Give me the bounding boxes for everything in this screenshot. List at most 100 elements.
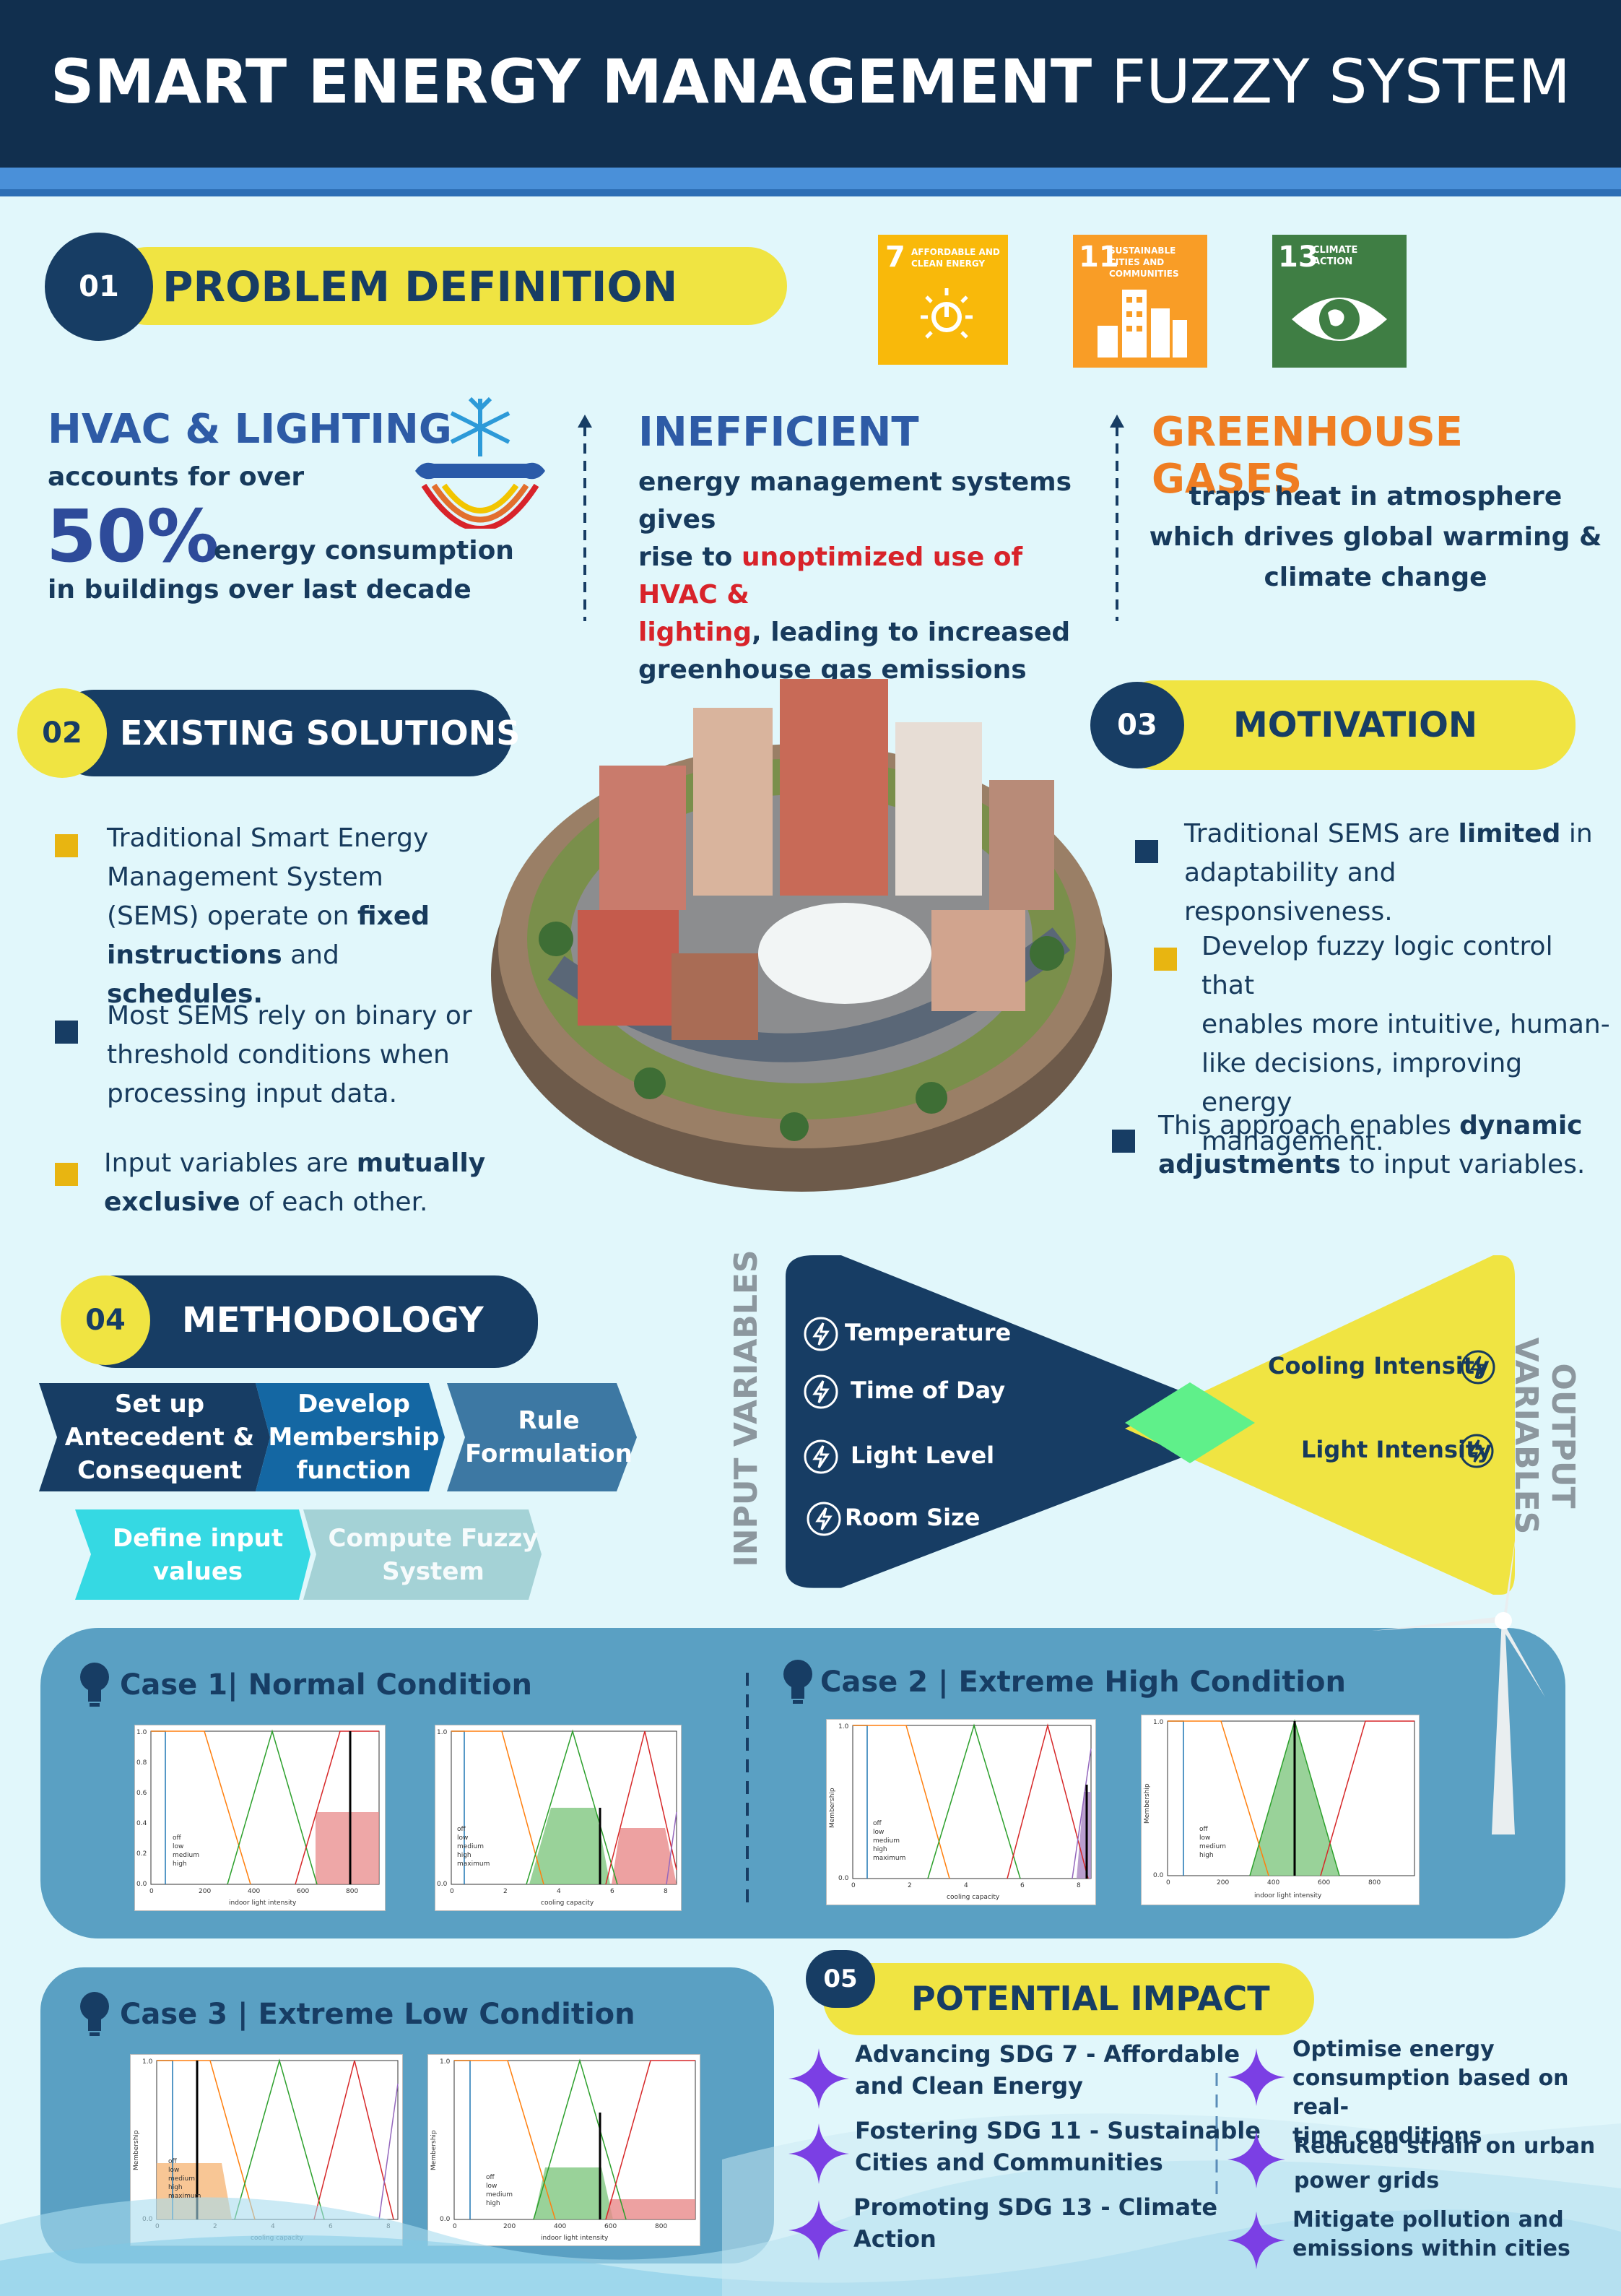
existing-text-3: Input variables are mutually exclusive o… [104, 1144, 508, 1222]
tick-x: 2 [503, 1888, 508, 1895]
impact-title: POTENTIAL IMPACT [911, 1979, 1270, 2018]
impact-right-1-l2: consumption based on real- [1292, 2066, 1569, 2120]
page-title-bold: SMART ENERGY MANAGEMENT [50, 46, 1092, 117]
motivation-pill [1112, 680, 1576, 770]
inefficient-heading: INEFFICIENT [638, 409, 919, 456]
input-variables-label: INPUT VARIABLES [728, 1249, 765, 1567]
step-antecedent: Set up Antecedent & Consequent [64, 1390, 255, 1485]
case-divider [746, 1673, 749, 1911]
sparkle-icon [1227, 2131, 1285, 2188]
divider-arrow-1 [578, 415, 592, 621]
tick-y: 1.0 [440, 2058, 451, 2066]
lightbulb-icon [783, 1660, 812, 1704]
greenhouse-l1: traps heat in atmosphere [1188, 482, 1563, 511]
sdg11-number: 11 [1079, 241, 1119, 274]
existing-2-l3: processing input data. [107, 1079, 398, 1109]
legend-maximum: maximum [457, 1860, 490, 1868]
tick-y: 1.0 [838, 1723, 849, 1730]
hvac-line3: in buildings over last decade [48, 575, 471, 605]
tick-x: 0 [149, 1888, 154, 1895]
tick-y: 0.0 [136, 1881, 147, 1888]
impact-pill [823, 1963, 1314, 2035]
mf-low [157, 2060, 256, 2220]
tick-x: 600 [1318, 1879, 1330, 1886]
mf-medium [526, 1729, 618, 1885]
existing-3-l1a: Input variables are [104, 1148, 357, 1178]
tick-x: 2 [908, 1882, 912, 1889]
existing-3-l1: Input variables are mutually [104, 1144, 508, 1183]
impact-right-3: Mitigate pollution and emissions within c… [1292, 2206, 1570, 2263]
impact-right-3-l1: Mitigate pollution and [1292, 2207, 1564, 2232]
motivation-title: MOTIVATION [1233, 705, 1478, 745]
bolt-icon [1459, 1434, 1494, 1468]
sdg13-number: 13 [1278, 241, 1318, 274]
output-cooling: Cooling Intensity [1268, 1352, 1490, 1379]
mf-low [454, 2060, 556, 2220]
impact-right-2-l1: Reduced strain on urban [1294, 2133, 1596, 2159]
legend-off: off [873, 1820, 882, 1827]
impact-left-3-l2: Action [853, 2225, 936, 2253]
legend-high: high [486, 2200, 500, 2207]
mf-medium [533, 2058, 627, 2220]
inefficient-red1: unoptimized use of HVAC & [638, 542, 1023, 610]
input-room-size: Room Size [845, 1504, 981, 1531]
motivation-bullet-3 [1112, 1130, 1135, 1153]
legend-low: low [168, 2167, 179, 2174]
tick-x: 4 [557, 1888, 561, 1895]
sdg7-label: AFFORDABLE AND CLEAN ENERGY [911, 247, 1000, 269]
tick-x: 200 [503, 2223, 516, 2230]
tick-x: 0 [453, 2223, 457, 2230]
hvac-heading: HVAC & LIGHTING [48, 406, 452, 453]
wind-turbine-icon [1372, 1531, 1545, 1834]
existing-text-2: Most SEMS rely on binary or threshold co… [107, 997, 497, 1114]
existing-1-l4c: schedules. [107, 979, 264, 1009]
motivation-1-l1a: Traditional SEMS are [1184, 819, 1459, 849]
greenhouse-l2: which drives global warming & [1149, 522, 1602, 552]
tick-x: 400 [248, 1888, 260, 1895]
x-axis-label: indoor light intensity [229, 1899, 297, 1907]
legend-off: off [457, 1826, 466, 1833]
mf-maximum [378, 2083, 399, 2220]
tick-x: 800 [346, 1888, 358, 1895]
wave-decoration [0, 2113, 1621, 2296]
x-axis-label: cooling capacity [947, 1894, 1000, 1901]
y-axis-label: Membership [430, 2130, 438, 2170]
problem-pill [108, 247, 787, 325]
activation-area [529, 1808, 610, 1884]
motivation-2-l4: management. [1201, 1127, 1384, 1156]
activation-area [534, 2167, 613, 2219]
tick-y: 1.0 [142, 2058, 153, 2066]
tick-x: 600 [604, 2223, 617, 2230]
methodology-number: 04 [61, 1275, 150, 1365]
existing-3-l1b: mutually [356, 1148, 486, 1178]
existing-2-l1: Most SEMS rely on binary or [107, 1001, 472, 1031]
motivation-bullet-1 [1135, 840, 1158, 863]
sdg11-tile: 11 SUSTAINABLE CITIES AND COMMUNITIES [1073, 235, 1207, 368]
sparkle-icon [1227, 2048, 1285, 2106]
tick-x: 800 [655, 2223, 667, 2230]
impact-number: 05 [806, 1950, 875, 2008]
problem-number: 01 [45, 233, 153, 341]
legend-medium: medium [457, 1843, 484, 1850]
case2-light-chart: 1.0 0.0 Membership 0 200 400 600 800 ind… [1141, 1715, 1420, 1905]
case3-light-chart: 1.0 0.0 Membership 0 200 400 600 800 ind… [427, 2054, 700, 2246]
legend-high: high [1199, 1852, 1214, 1859]
inefficient-l3: lighting, leading to increased [638, 614, 1100, 651]
motivation-3-l1: This approach enables dynamic [1158, 1106, 1606, 1145]
lightbulb-icon [80, 1992, 109, 2036]
case3-title: Case 3 | Extreme Low Condition [120, 1998, 635, 2031]
motivation-text-3: This approach enables dynamic adjustment… [1158, 1106, 1606, 1184]
motivation-text-2: Develop fuzzy logic control that enables… [1201, 927, 1613, 1161]
page-title: SMART ENERGY MANAGEMENT FUZZY SYSTEM [0, 42, 1621, 121]
tick-y: 0.0 [440, 2216, 451, 2223]
tick-y: 0.0 [838, 1875, 849, 1882]
bolt-icon [804, 1374, 838, 1409]
mf-high [1007, 1723, 1089, 1879]
mf-off [853, 1725, 868, 1879]
step-define-input: Define input values [112, 1524, 284, 1586]
motivation-3-l1a: This approach enables [1158, 1111, 1460, 1140]
motivation-1-l1b: limited [1458, 819, 1561, 849]
greenhouse-text: traps heat in atmosphere which drives gl… [1148, 477, 1603, 598]
bolt-icon [804, 1317, 838, 1351]
motivation-2-l3: like decisions, improving energy [1201, 1049, 1523, 1117]
